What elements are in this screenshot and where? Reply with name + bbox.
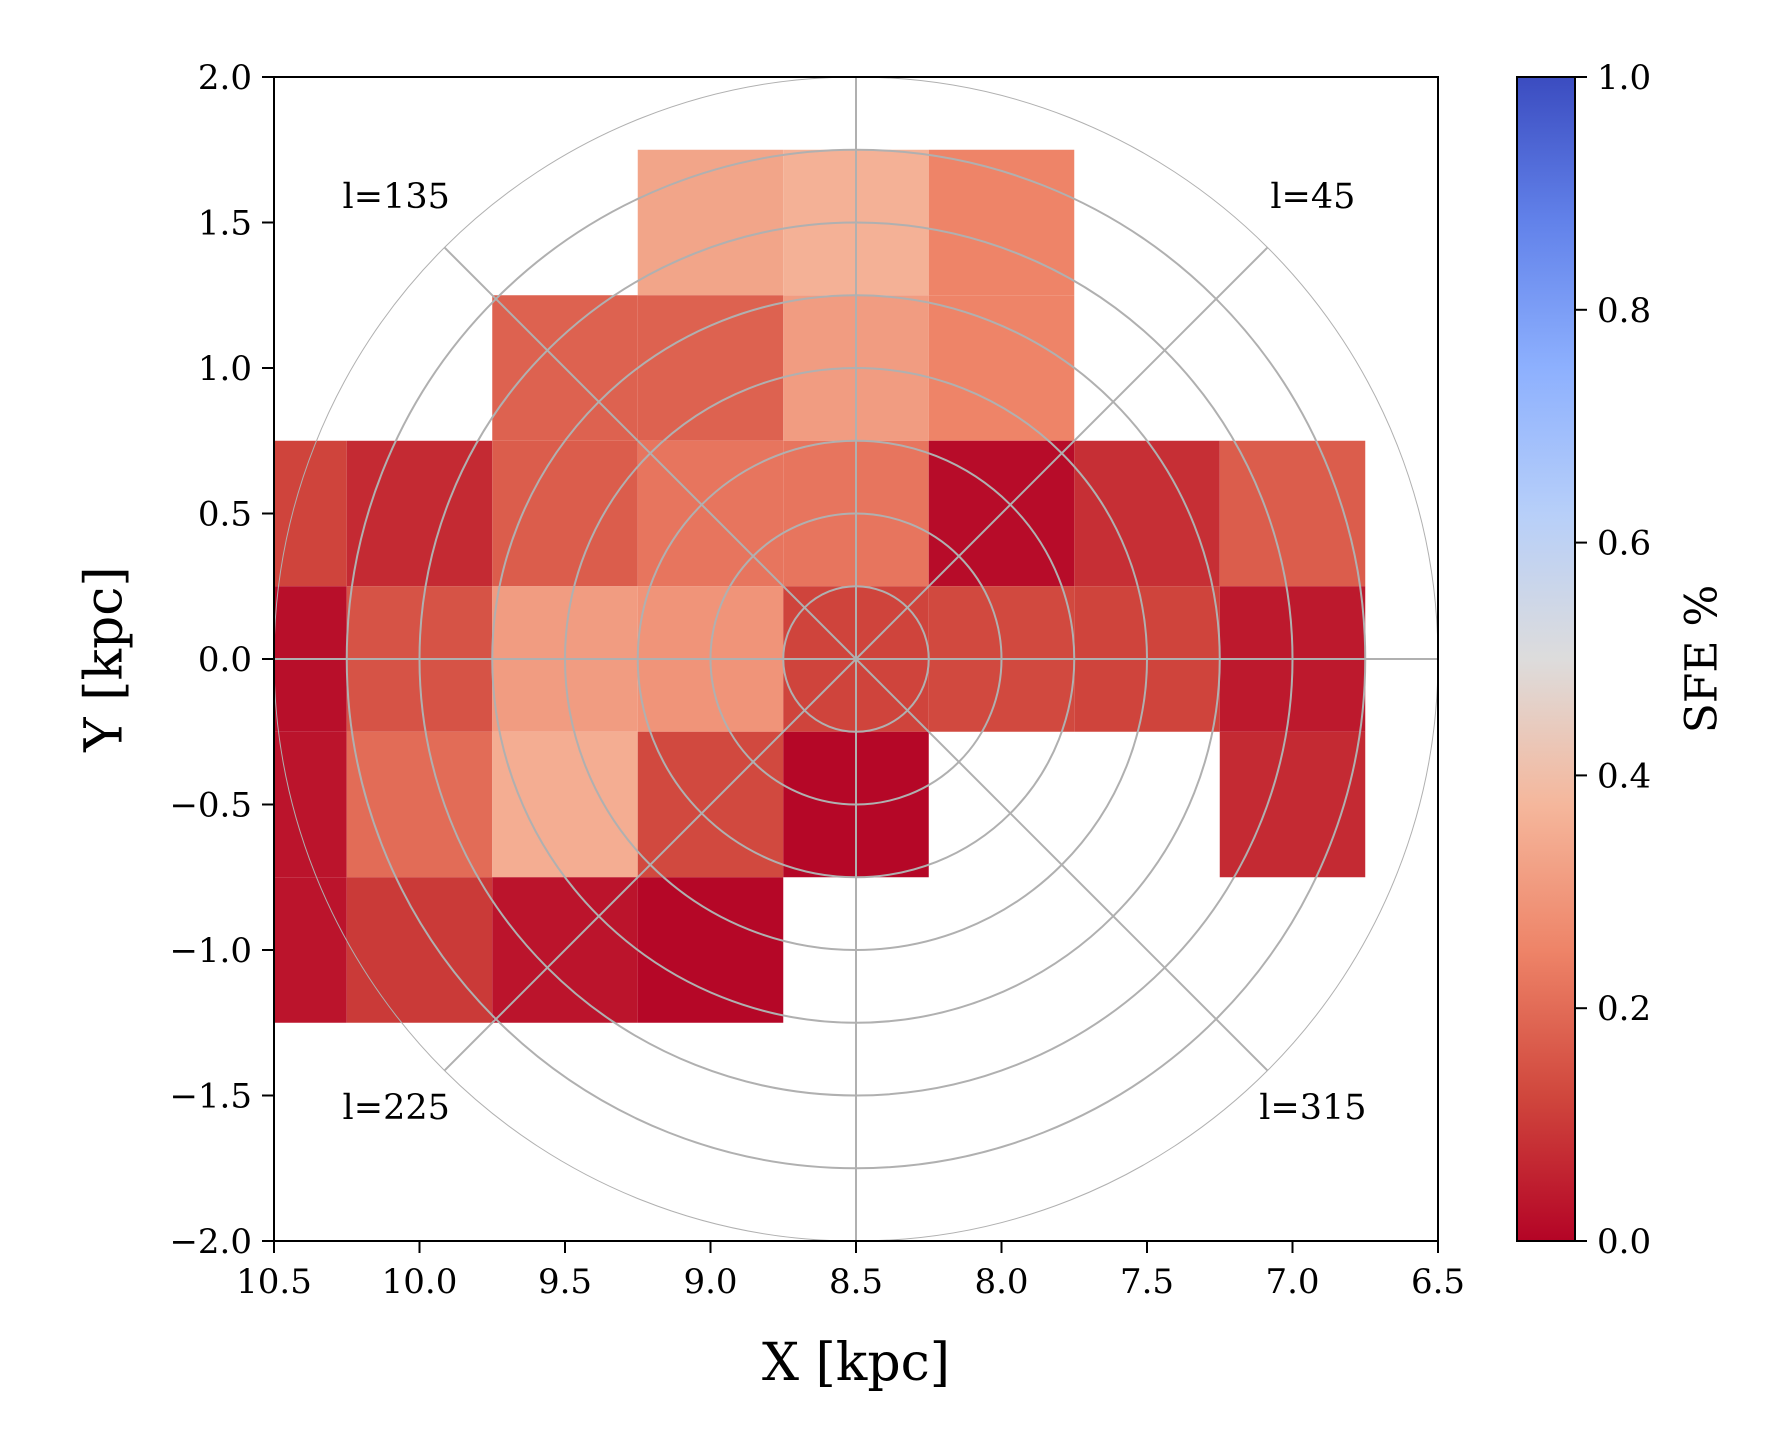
y-tick-label: 1.0 — [198, 349, 252, 389]
heatmap-cell-13 — [1074, 440, 1220, 587]
heatmap-cell-6 — [928, 295, 1075, 441]
y-tick-label: −1.0 — [169, 931, 252, 971]
y-tick-label: −1.5 — [169, 1077, 252, 1117]
heatmap-cell-33 — [637, 877, 784, 1023]
annotation-label: l=45 — [1270, 177, 1355, 217]
polar-grid-spoke — [855, 246, 1269, 660]
colorbar-ticks: 0.0 0.2 0.4 0.6 0.8 1.0 — [1575, 58, 1651, 1262]
x-axis-ticks: 10.5 10.0 9.5 9.0 8.5 8.0 7.5 7.0 6.5 — [236, 1241, 1465, 1302]
x-tick-label: 9.5 — [538, 1262, 592, 1302]
heatmap-cell-7 — [274, 440, 347, 587]
colorbar-label: SFE % — [1677, 585, 1728, 734]
heatmap-cell-26 — [492, 731, 638, 878]
polar-grid-spoke — [443, 246, 857, 660]
colorbar-tick-label: 0.4 — [1597, 756, 1651, 796]
polar-grid — [274, 77, 1438, 1241]
heatmap-cell-8 — [346, 440, 493, 587]
colorbar — [1516, 76, 1576, 1242]
x-tick-label: 7.5 — [1120, 1262, 1174, 1302]
x-tick-label: 8.5 — [829, 1262, 883, 1302]
heatmap-cell-4 — [637, 295, 784, 441]
colorbar-tick-label: 0.6 — [1597, 524, 1651, 564]
heatmap-cell-14 — [1219, 440, 1366, 587]
longitude-annotations: l=135 l=45 l=225 l=315 — [343, 177, 1367, 1128]
annotation-label: l=225 — [343, 1088, 450, 1128]
y-tick-label: 1.5 — [198, 204, 252, 244]
heatmap-cell-30 — [274, 877, 347, 1023]
heatmap-cell-0 — [637, 149, 784, 296]
polar-grid-spoke — [443, 658, 857, 1072]
colorbar-tick-label: 0.2 — [1597, 989, 1651, 1029]
y-tick-label: 2.0 — [198, 58, 252, 98]
x-axis-label: X [kpc] — [762, 1333, 950, 1393]
x-tick-label: 6.5 — [1411, 1262, 1465, 1302]
x-tick-label: 8.0 — [974, 1262, 1028, 1302]
polar-grid-spoke — [855, 658, 1269, 1072]
x-tick-label: 10.0 — [382, 1262, 458, 1302]
colorbar-tick-label: 0.0 — [1597, 1222, 1651, 1262]
annotation-label: l=315 — [1259, 1088, 1366, 1128]
heatmap-cell-31 — [346, 877, 493, 1023]
y-tick-label: −2.0 — [169, 1222, 252, 1262]
heatmap-cell-2 — [928, 149, 1075, 296]
colorbar-tick-label: 1.0 — [1597, 58, 1651, 98]
heatmap-cells — [274, 149, 1366, 1023]
y-axis-label: Y [kpc] — [75, 566, 135, 752]
x-tick-label: 7.0 — [1265, 1262, 1319, 1302]
x-tick-label: 10.5 — [236, 1262, 312, 1302]
annotation-label: l=135 — [343, 177, 450, 217]
y-axis-ticks: 2.0 1.5 1.0 0.5 0.0 −0.5 −1.0 −1.5 −2.0 — [169, 58, 274, 1262]
colorbar-tick-label: 0.8 — [1597, 291, 1651, 331]
y-tick-label: −0.5 — [169, 786, 252, 826]
heatmap-cell-9 — [492, 440, 638, 587]
x-tick-label: 9.0 — [683, 1262, 737, 1302]
y-tick-label: 0.5 — [198, 495, 252, 535]
heatmap-cell-24 — [274, 731, 347, 878]
heatmap-cell-25 — [346, 731, 493, 878]
y-tick-label: 0.0 — [198, 640, 252, 680]
heatmap-cell-29 — [1219, 731, 1366, 878]
